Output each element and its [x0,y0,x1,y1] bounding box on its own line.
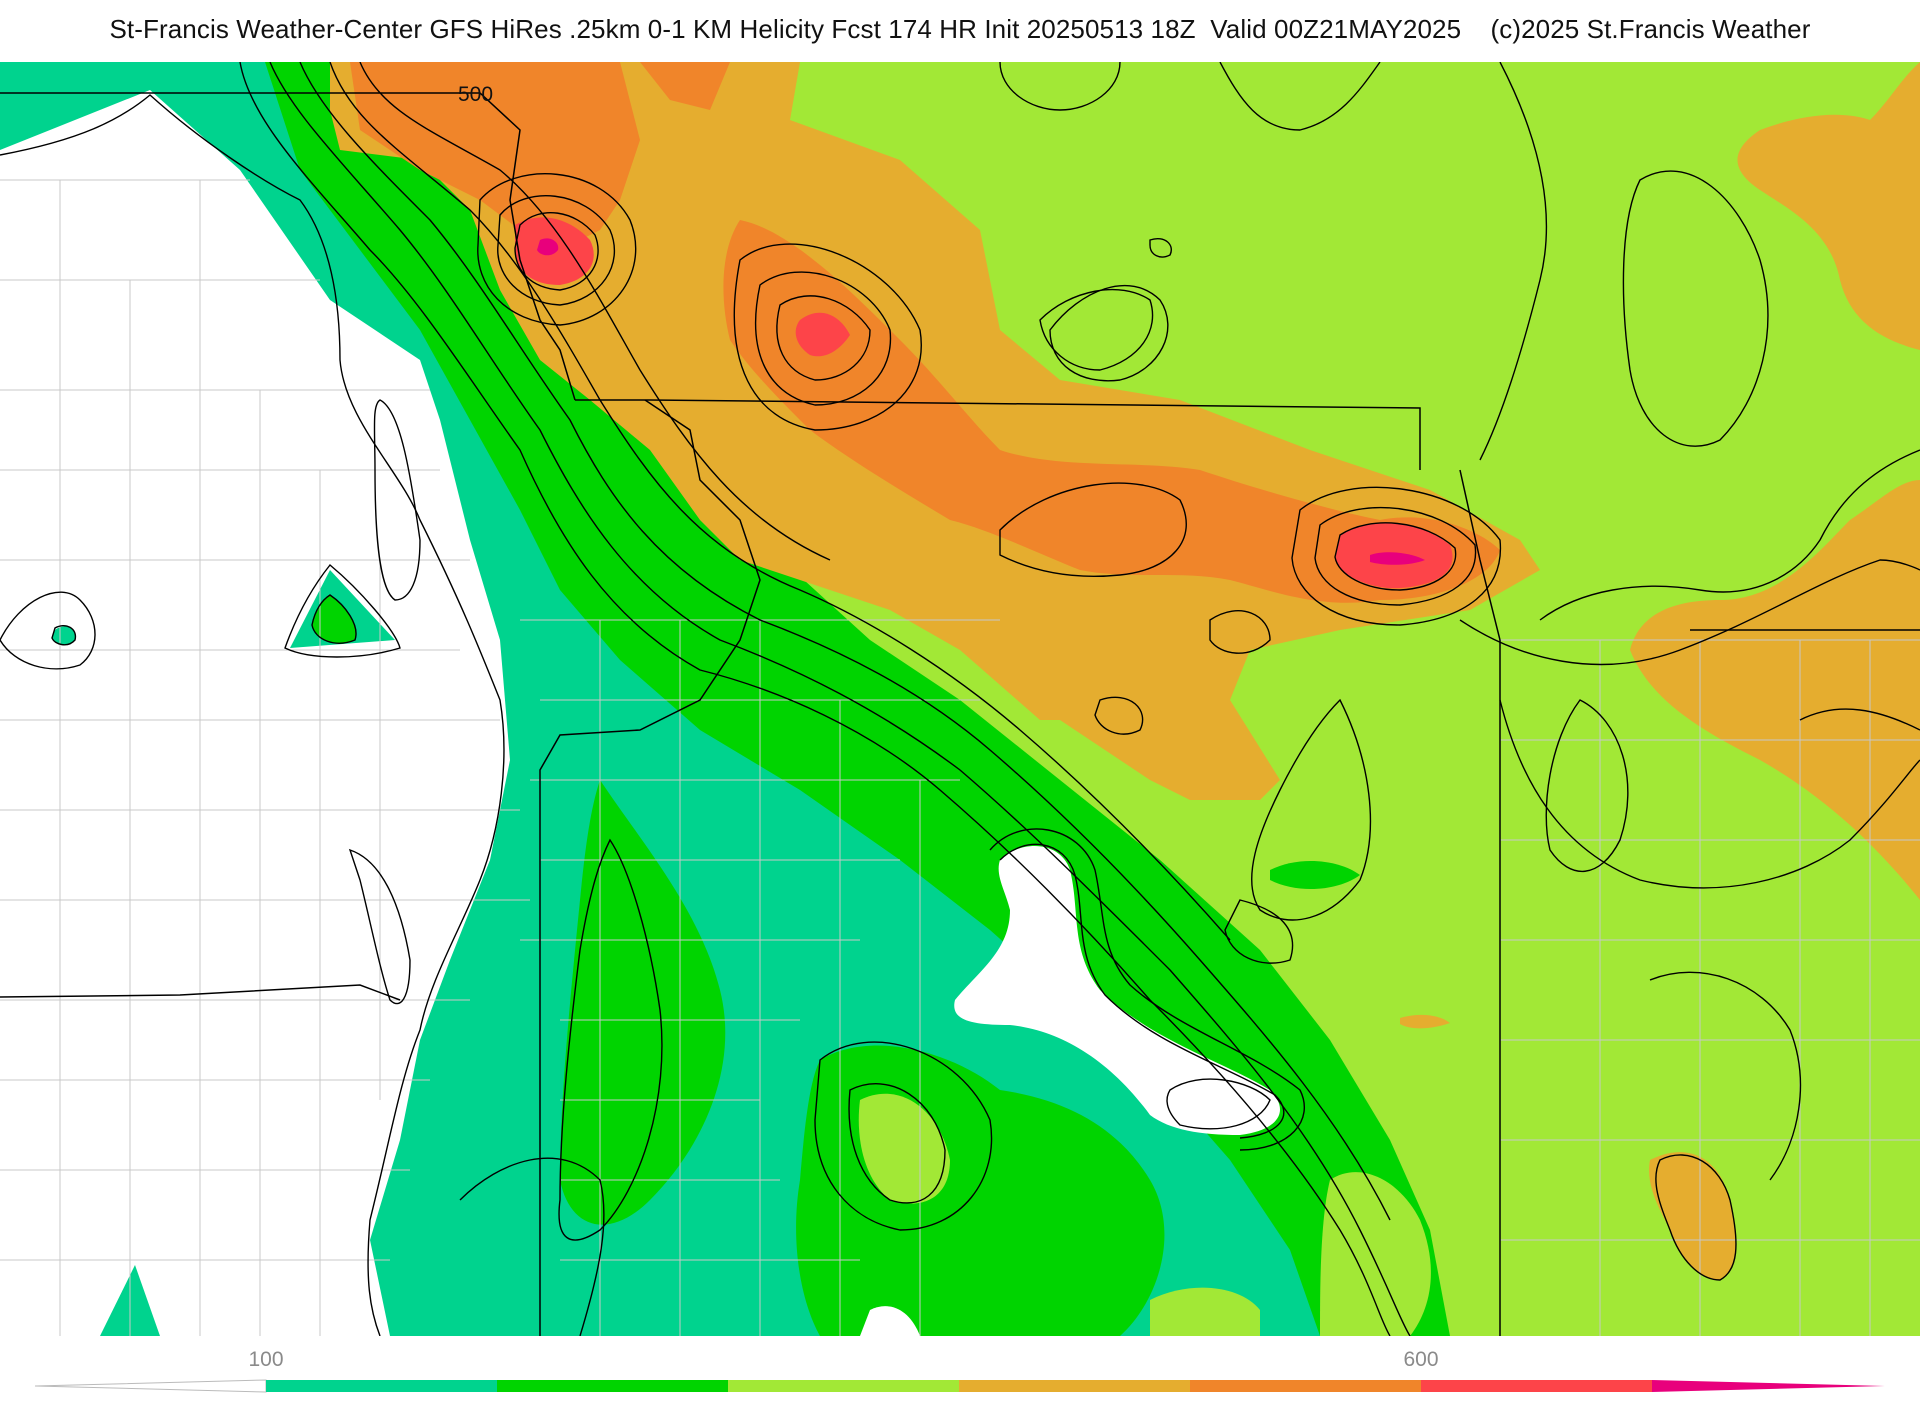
helicity-map: 500 [0,62,1920,1336]
colorbar-segment-700-plus [1652,1380,1885,1392]
colorbar-segment-100-200 [266,1380,497,1392]
colorbar-tick-600: 600 [1403,1348,1438,1371]
colorbar-segment-300-400 [728,1380,959,1392]
colorbar-segment-400-500 [959,1380,1190,1392]
colorbar-segment-600-700 [1421,1380,1652,1392]
colorbar: 100 600 [0,1336,1920,1400]
colorbar-segment-500-600 [1190,1380,1421,1392]
colorbar-segment-below-100 [35,1380,266,1392]
colorbar-segment-200-300 [497,1380,728,1392]
helicity-map-canvas: 500 [0,62,1920,1336]
colorbar-tick-100: 100 [248,1348,283,1371]
colorbar-canvas: 100 600 [0,1336,1920,1400]
map-title: St-Francis Weather-Center GFS HiRes .25k… [0,14,1920,45]
contour-label-500: 500 [458,83,493,106]
